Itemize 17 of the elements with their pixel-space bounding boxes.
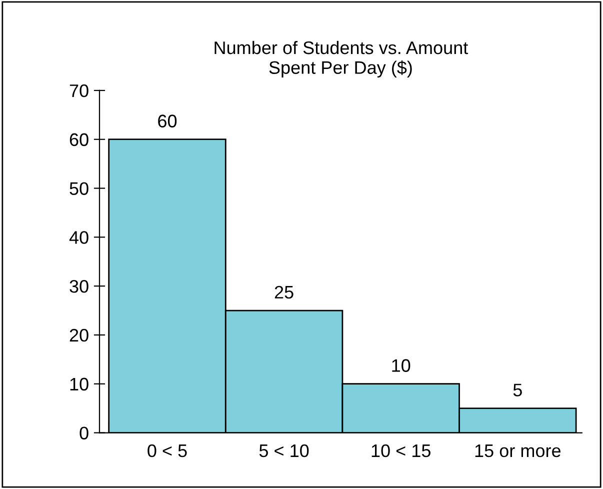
data-label: 25 [274,286,294,299]
y-tick-label: 50 [70,182,88,195]
data-label: 5 [513,384,522,396]
x-tick-label: 10 < 15 [372,444,430,458]
x-tick-label: 0 < 5 [148,444,187,458]
y-tick-label: 20 [70,328,88,342]
y-tick-label: 0 [80,426,88,440]
data-label: 10 [392,359,410,372]
x-tick-label: 5 < 10 [259,444,309,458]
data-label: 60 [158,114,177,128]
y-tick-label: 60 [70,133,88,146]
chart-title: Number of Students vs. Amount Spent Per Day ($) [214,40,468,78]
y-tick-label: 40 [69,231,88,244]
y-tick-label: 70 [70,84,88,98]
y-tick-label: 10 [70,378,88,391]
x-tick-label: 15 or more [475,444,561,458]
y-tick-label: 30 [70,280,88,293]
